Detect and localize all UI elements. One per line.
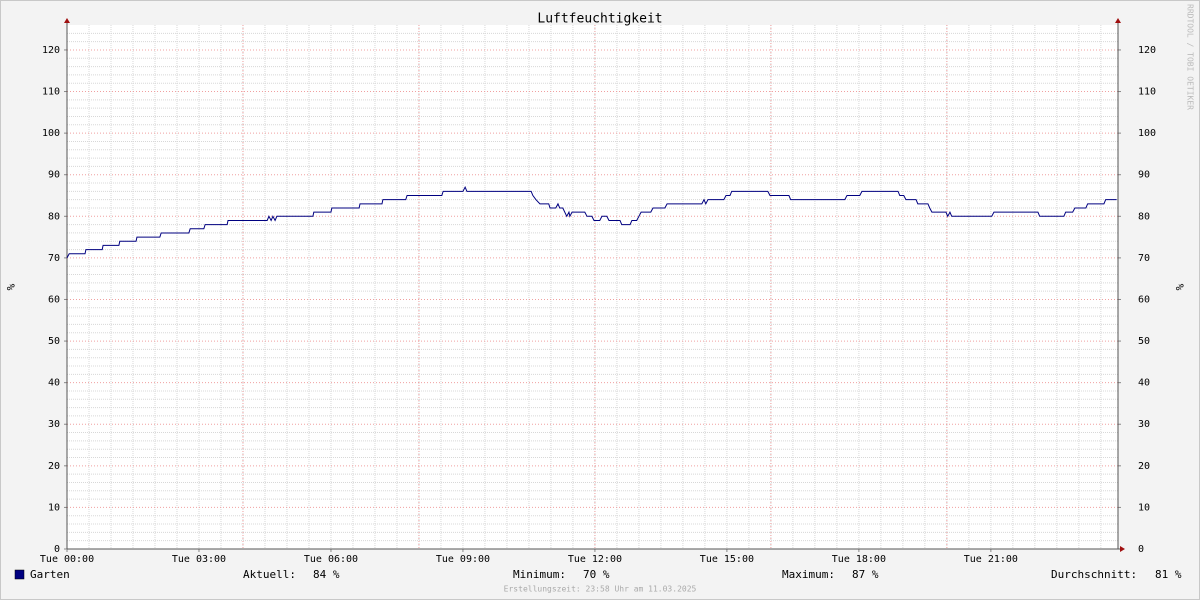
stat-label: Aktuell: [243, 568, 296, 581]
y-tick-label: 40 [48, 378, 60, 389]
y-tick-label: 80 [48, 211, 60, 222]
footer: Erstellungszeit: 23:58 Uhr am 11.03.2025 [504, 585, 697, 594]
stat-value: 70 % [583, 568, 610, 581]
y-tick-label: 100 [42, 128, 60, 139]
y2-tick-label: 40 [1138, 378, 1150, 389]
y2-axis-label: % [1173, 284, 1186, 291]
y2-tick-label: 90 [1138, 170, 1150, 181]
x-tick-label: Tue 00:00 [40, 554, 94, 565]
axis-arrow [64, 18, 70, 23]
y2-tick-label: 80 [1138, 211, 1150, 222]
y2-tick-label: 30 [1138, 419, 1150, 430]
stat-value: 84 % [313, 568, 340, 581]
y2-tick-label: 0 [1138, 544, 1144, 555]
x-tick-label: Tue 06:00 [304, 554, 358, 565]
y-tick-label: 0 [54, 544, 60, 555]
legend-label: Garten [30, 568, 70, 581]
y-tick-label: 90 [48, 170, 60, 181]
plot-area [67, 25, 1118, 549]
y-tick-label: 60 [48, 294, 60, 305]
stat-value: 81 % [1155, 568, 1182, 581]
y-axis-label: % [4, 284, 17, 291]
series-line [66, 186, 1117, 259]
stat-label: Maximum: [782, 568, 835, 581]
y2-tick-label: 70 [1138, 253, 1150, 264]
y2-tick-label: 100 [1138, 128, 1156, 139]
y-tick-label: 10 [48, 502, 60, 513]
y-tick-label: 50 [48, 336, 60, 347]
y2-tick-label: 60 [1138, 294, 1150, 305]
stat-label: Durchschnitt: [1051, 568, 1137, 581]
axis-arrow [1115, 18, 1121, 23]
watermark: RRDTOOL / TOBI OETIKER [1186, 4, 1195, 110]
y-tick-label: 70 [48, 253, 60, 264]
x-tick-label: Tue 21:00 [964, 554, 1018, 565]
x-tick-label: Tue 03:00 [172, 554, 226, 565]
x-tick-label: Tue 15:00 [700, 554, 754, 565]
x-tick-label: Tue 18:00 [832, 554, 886, 565]
y-tick-label: 120 [42, 45, 60, 56]
y2-tick-label: 120 [1138, 45, 1156, 56]
chart-title: Luftfeuchtigkeit [537, 12, 662, 27]
stat-value: 87 % [852, 568, 879, 581]
y2-tick-label: 20 [1138, 461, 1150, 472]
y-tick-label: 20 [48, 461, 60, 472]
y2-tick-label: 110 [1138, 87, 1156, 98]
x-tick-label: Tue 09:00 [436, 554, 490, 565]
y-tick-label: 110 [42, 87, 60, 98]
y-tick-label: 30 [48, 419, 60, 430]
axis-arrow [1120, 546, 1125, 552]
stat-label: Minimum: [513, 568, 566, 581]
x-tick-label: Tue 12:00 [568, 554, 622, 565]
y2-tick-label: 50 [1138, 336, 1150, 347]
y2-tick-label: 10 [1138, 502, 1150, 513]
legend-swatch [14, 569, 25, 580]
